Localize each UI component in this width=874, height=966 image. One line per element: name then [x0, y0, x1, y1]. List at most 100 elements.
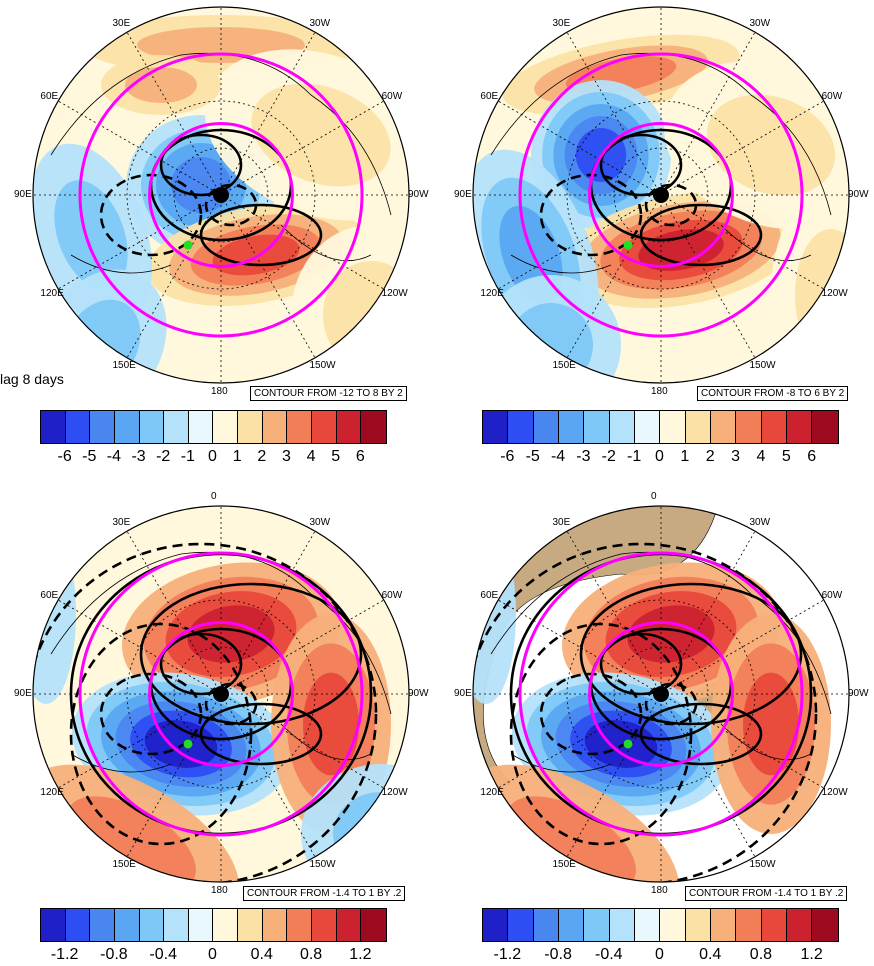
map-border — [472, 505, 850, 883]
anomaly-shading — [706, 94, 836, 196]
colorbar-swatch — [736, 909, 762, 941]
colorbar-tick-label: -4 — [550, 448, 566, 465]
longitude-label: 120E — [480, 287, 504, 299]
colorbar-ticks: -6 -5 -4 -3 -2 -1 0 1 2 3 4 5 6 — [482, 448, 837, 468]
longitude-label: 150E — [112, 359, 136, 371]
colorbar-swatch — [660, 411, 686, 443]
colorbar-swatch — [812, 411, 838, 443]
colorbar-swatch — [761, 411, 788, 443]
map-border — [32, 505, 410, 883]
colorbar-tick-label: 6 — [807, 448, 817, 465]
location-marker — [623, 739, 633, 749]
anomaly-shading — [66, 796, 196, 882]
colorbar-swatch — [635, 909, 661, 941]
longitude-label: 90E — [454, 189, 472, 200]
colorbar-swatch — [483, 909, 509, 941]
longitude-gridline — [126, 530, 222, 695]
longitude-label: 0 — [651, 0, 657, 3]
coastlines — [490, 52, 832, 274]
colorbar-swatch — [483, 411, 509, 443]
colorbar-swatch — [188, 411, 214, 443]
colorbar-swatch — [41, 909, 66, 941]
longitude-label: 0 — [651, 491, 657, 502]
colorbar-swatch — [584, 909, 610, 941]
longitude-label: 90E — [454, 688, 472, 699]
negative-contour — [69, 622, 253, 846]
colorbar-tick-label: 3 — [281, 448, 291, 465]
negative-contour — [473, 542, 818, 882]
longitude-label: 90W — [408, 688, 429, 699]
longitude-gridline — [57, 599, 222, 695]
longitude-gridline — [220, 100, 385, 196]
map-panel-bottom-right: 0 30W 60W 90W 120W 150W 180 150E 120E 90E 60E 30E CO… — [440, 490, 874, 964]
colorbar-tick-label: 5 — [331, 448, 341, 465]
longitude-gridline — [660, 693, 756, 858]
colorbar-swatch — [65, 909, 91, 941]
colorbar-swatch — [711, 909, 737, 941]
colorbar-swatch — [287, 411, 313, 443]
colorbar — [482, 410, 839, 444]
reference-circle — [148, 122, 294, 268]
longitude-label: 60E — [480, 90, 499, 102]
longitude-label: 30W — [309, 18, 331, 30]
longitude-gridline — [497, 100, 662, 196]
map-canvas — [472, 505, 850, 883]
colorbar-swatch — [312, 909, 337, 941]
colorbar — [482, 908, 839, 942]
longitude-label: 30E — [552, 517, 571, 529]
colorbar-tick-label: -1 — [627, 448, 642, 465]
longitude-label: 60E — [40, 589, 59, 601]
longitude-label: 150W — [749, 858, 776, 870]
colorbar-swatch — [238, 411, 263, 443]
colorbar-tick-label: -6 — [57, 448, 72, 465]
colorbar-tick-label: 6 — [355, 448, 365, 465]
colorbar-swatch — [336, 411, 362, 443]
colorbar-swatch — [559, 909, 585, 941]
colorbar-tick-label: -5 — [525, 448, 540, 465]
colorbar-tick-label: 0 — [655, 946, 664, 963]
colorbar-swatch — [114, 909, 140, 941]
location-marker — [183, 240, 193, 250]
colorbar-tick-label: -0.8 — [544, 946, 572, 963]
lag-label: lag 8 days — [0, 371, 64, 387]
longitude-label: 180 — [211, 885, 228, 896]
reference-circle — [518, 551, 804, 837]
map-canvas — [32, 6, 410, 384]
longitude-gridline — [220, 194, 385, 290]
colorbar-swatch — [584, 411, 610, 443]
colorbar-tick-label: -3 — [131, 448, 146, 465]
longitude-label: 90W — [848, 189, 869, 200]
anomaly-shading — [333, 792, 409, 876]
anomaly-shading — [251, 83, 391, 187]
colorbar-swatch — [660, 909, 686, 941]
longitude-label: 120W — [821, 786, 848, 798]
longitude-gridline — [566, 530, 662, 695]
colorbar-tick-label: 1 — [232, 448, 242, 465]
colorbar-tick-label: -6 — [500, 448, 515, 465]
colorbar-swatch — [139, 411, 165, 443]
reference-circle — [78, 52, 364, 338]
colorbar — [40, 410, 387, 444]
contour-note: CONTOUR FROM -12 TO 8 BY 2 — [250, 386, 407, 401]
longitude-label: 60W — [381, 90, 403, 102]
longitude-label: 120E — [40, 786, 64, 798]
longitude-label: 150W — [309, 359, 336, 371]
positive-contour — [639, 203, 763, 267]
longitude-gridline — [497, 693, 662, 789]
longitude-gridline — [220, 693, 316, 858]
anomaly-shading — [187, 605, 275, 663]
anomaly-shading — [627, 605, 715, 663]
colorbar-tick-label: 0 — [655, 448, 664, 465]
colorbar-swatch — [90, 909, 115, 941]
longitude-label: 150E — [112, 858, 136, 870]
longitude-label: 150E — [552, 858, 576, 870]
location-marker — [183, 739, 193, 749]
colorbar-tick-label: 0 — [208, 946, 217, 963]
colorbar-swatch — [213, 909, 239, 941]
longitude-gridline — [660, 194, 756, 359]
colorbar-swatch — [787, 411, 813, 443]
pole-marker — [213, 686, 229, 702]
longitude-label: 120W — [381, 786, 408, 798]
colorbar-swatch — [508, 909, 534, 941]
map-canvas — [32, 505, 410, 883]
